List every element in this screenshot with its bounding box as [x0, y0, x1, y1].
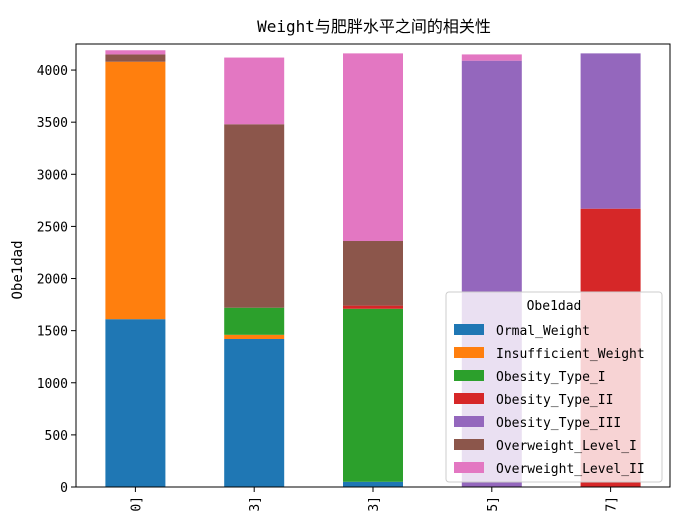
legend-swatch-5 — [454, 439, 484, 450]
bar-1-6 — [224, 57, 285, 125]
legend-swatch-3 — [454, 393, 484, 404]
y-tick-label-5: 2500 — [37, 220, 68, 235]
legend-label-4: Obesity_Type_III — [496, 416, 621, 431]
x-tick-label-3: 5] — [486, 496, 501, 512]
bar-4-4 — [580, 53, 641, 209]
y-tick-label-1: 500 — [45, 429, 68, 444]
y-tick-label-3: 1500 — [37, 325, 68, 340]
bar-1-0 — [224, 338, 285, 487]
legend-title: Obe1dad — [527, 299, 582, 314]
x-tick-label-0: 0] — [129, 496, 144, 512]
legend-label-0: Ormal_Weight — [496, 324, 590, 339]
y-axis-label: Obe1dad — [10, 240, 26, 299]
legend-label-5: Overweight_Level_I — [496, 439, 637, 454]
y-tick-label-2: 1000 — [37, 377, 68, 392]
bar-3-6 — [461, 54, 522, 61]
legend-label-2: Obesity_Type_I — [496, 370, 606, 385]
bar-2-3 — [343, 305, 403, 309]
bar-0-5 — [105, 54, 166, 62]
x-tick-label-2: 3] — [367, 496, 382, 512]
bar-1-5 — [224, 124, 285, 308]
bar-0-6 — [105, 50, 166, 55]
bar-1-1 — [224, 334, 285, 339]
y-tick-label-4: 2000 — [37, 273, 68, 288]
bar-1-2 — [224, 307, 285, 335]
y-tick-label-0: 0 — [60, 481, 68, 496]
legend: Obe1dad Ormal_Weight Insufficient_Weight Ob… — [445, 291, 663, 483]
bar-0-1 — [105, 61, 166, 320]
legend-swatch-0 — [454, 324, 484, 335]
chart-title: Weight与肥胖水平之间的相关性 — [257, 17, 491, 36]
axes-layer: 0 500 1000 1500 2000 2500 3000 3500 4000 0] 3] 3] 5]… — [37, 43, 671, 512]
legend-swatch-6 — [454, 462, 484, 473]
y-tick-label-8: 4000 — [37, 64, 68, 79]
bar-2-2 — [343, 308, 403, 482]
legend-swatch-4 — [454, 416, 484, 427]
x-tick-label-1: 3] — [248, 496, 263, 512]
legend-label-1: Insufficient_Weight — [496, 347, 645, 362]
legend-label-3: Obesity_Type_II — [496, 393, 613, 408]
bar-2-0 — [343, 481, 403, 487]
legend-label-6: Overweight_Level_II — [496, 462, 645, 477]
legend-swatch-1 — [454, 347, 484, 358]
bar-2-5 — [343, 241, 403, 306]
y-tick-label-6: 3000 — [37, 168, 68, 183]
bar-2-6 — [343, 53, 403, 242]
legend-swatch-2 — [454, 370, 484, 381]
bar-0-0 — [105, 319, 166, 487]
x-tick-label-4: 7] — [605, 496, 620, 512]
legend-frame — [445, 291, 663, 483]
y-tick-label-7: 3500 — [37, 116, 68, 131]
